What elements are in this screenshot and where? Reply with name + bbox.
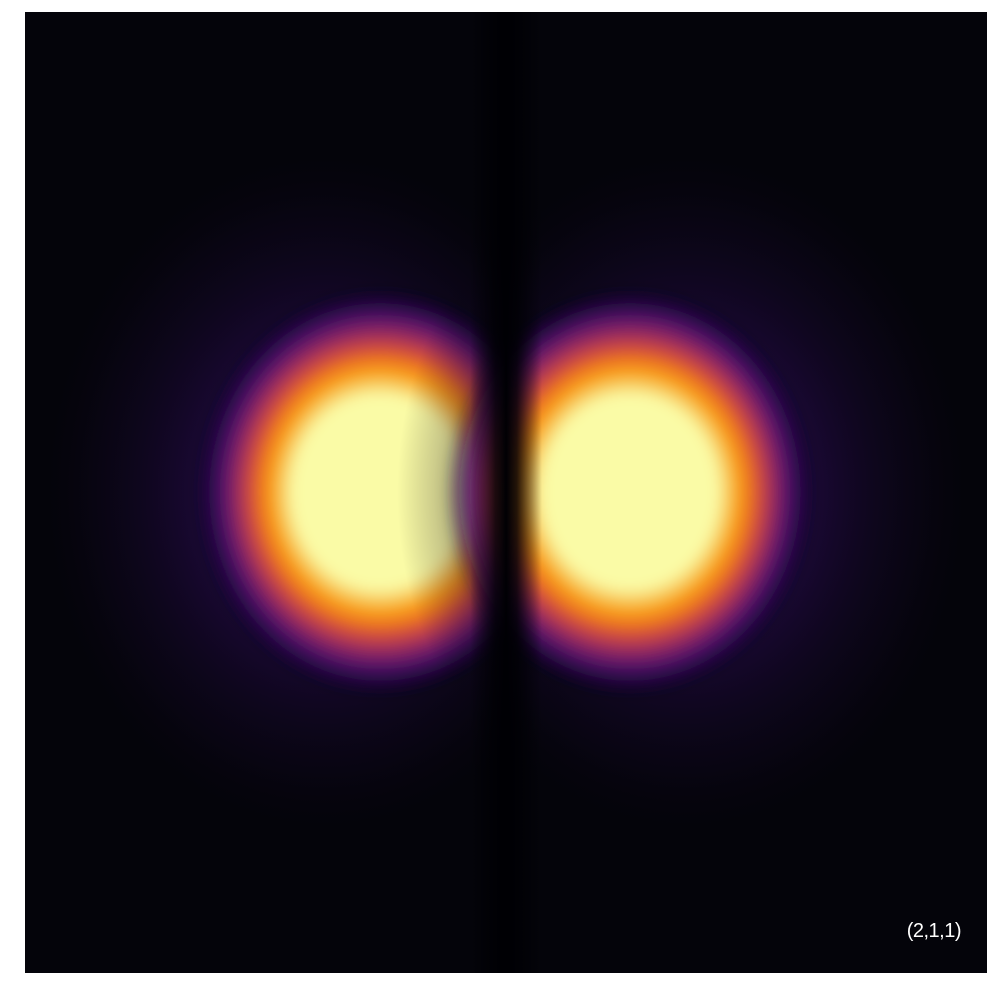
- orbital-density-plot: (2,1,1): [25, 12, 987, 973]
- orbital-density-svg: [25, 12, 987, 973]
- quantum-numbers-label: (2,1,1): [906, 920, 962, 942]
- nodal-plane: [470, 12, 542, 973]
